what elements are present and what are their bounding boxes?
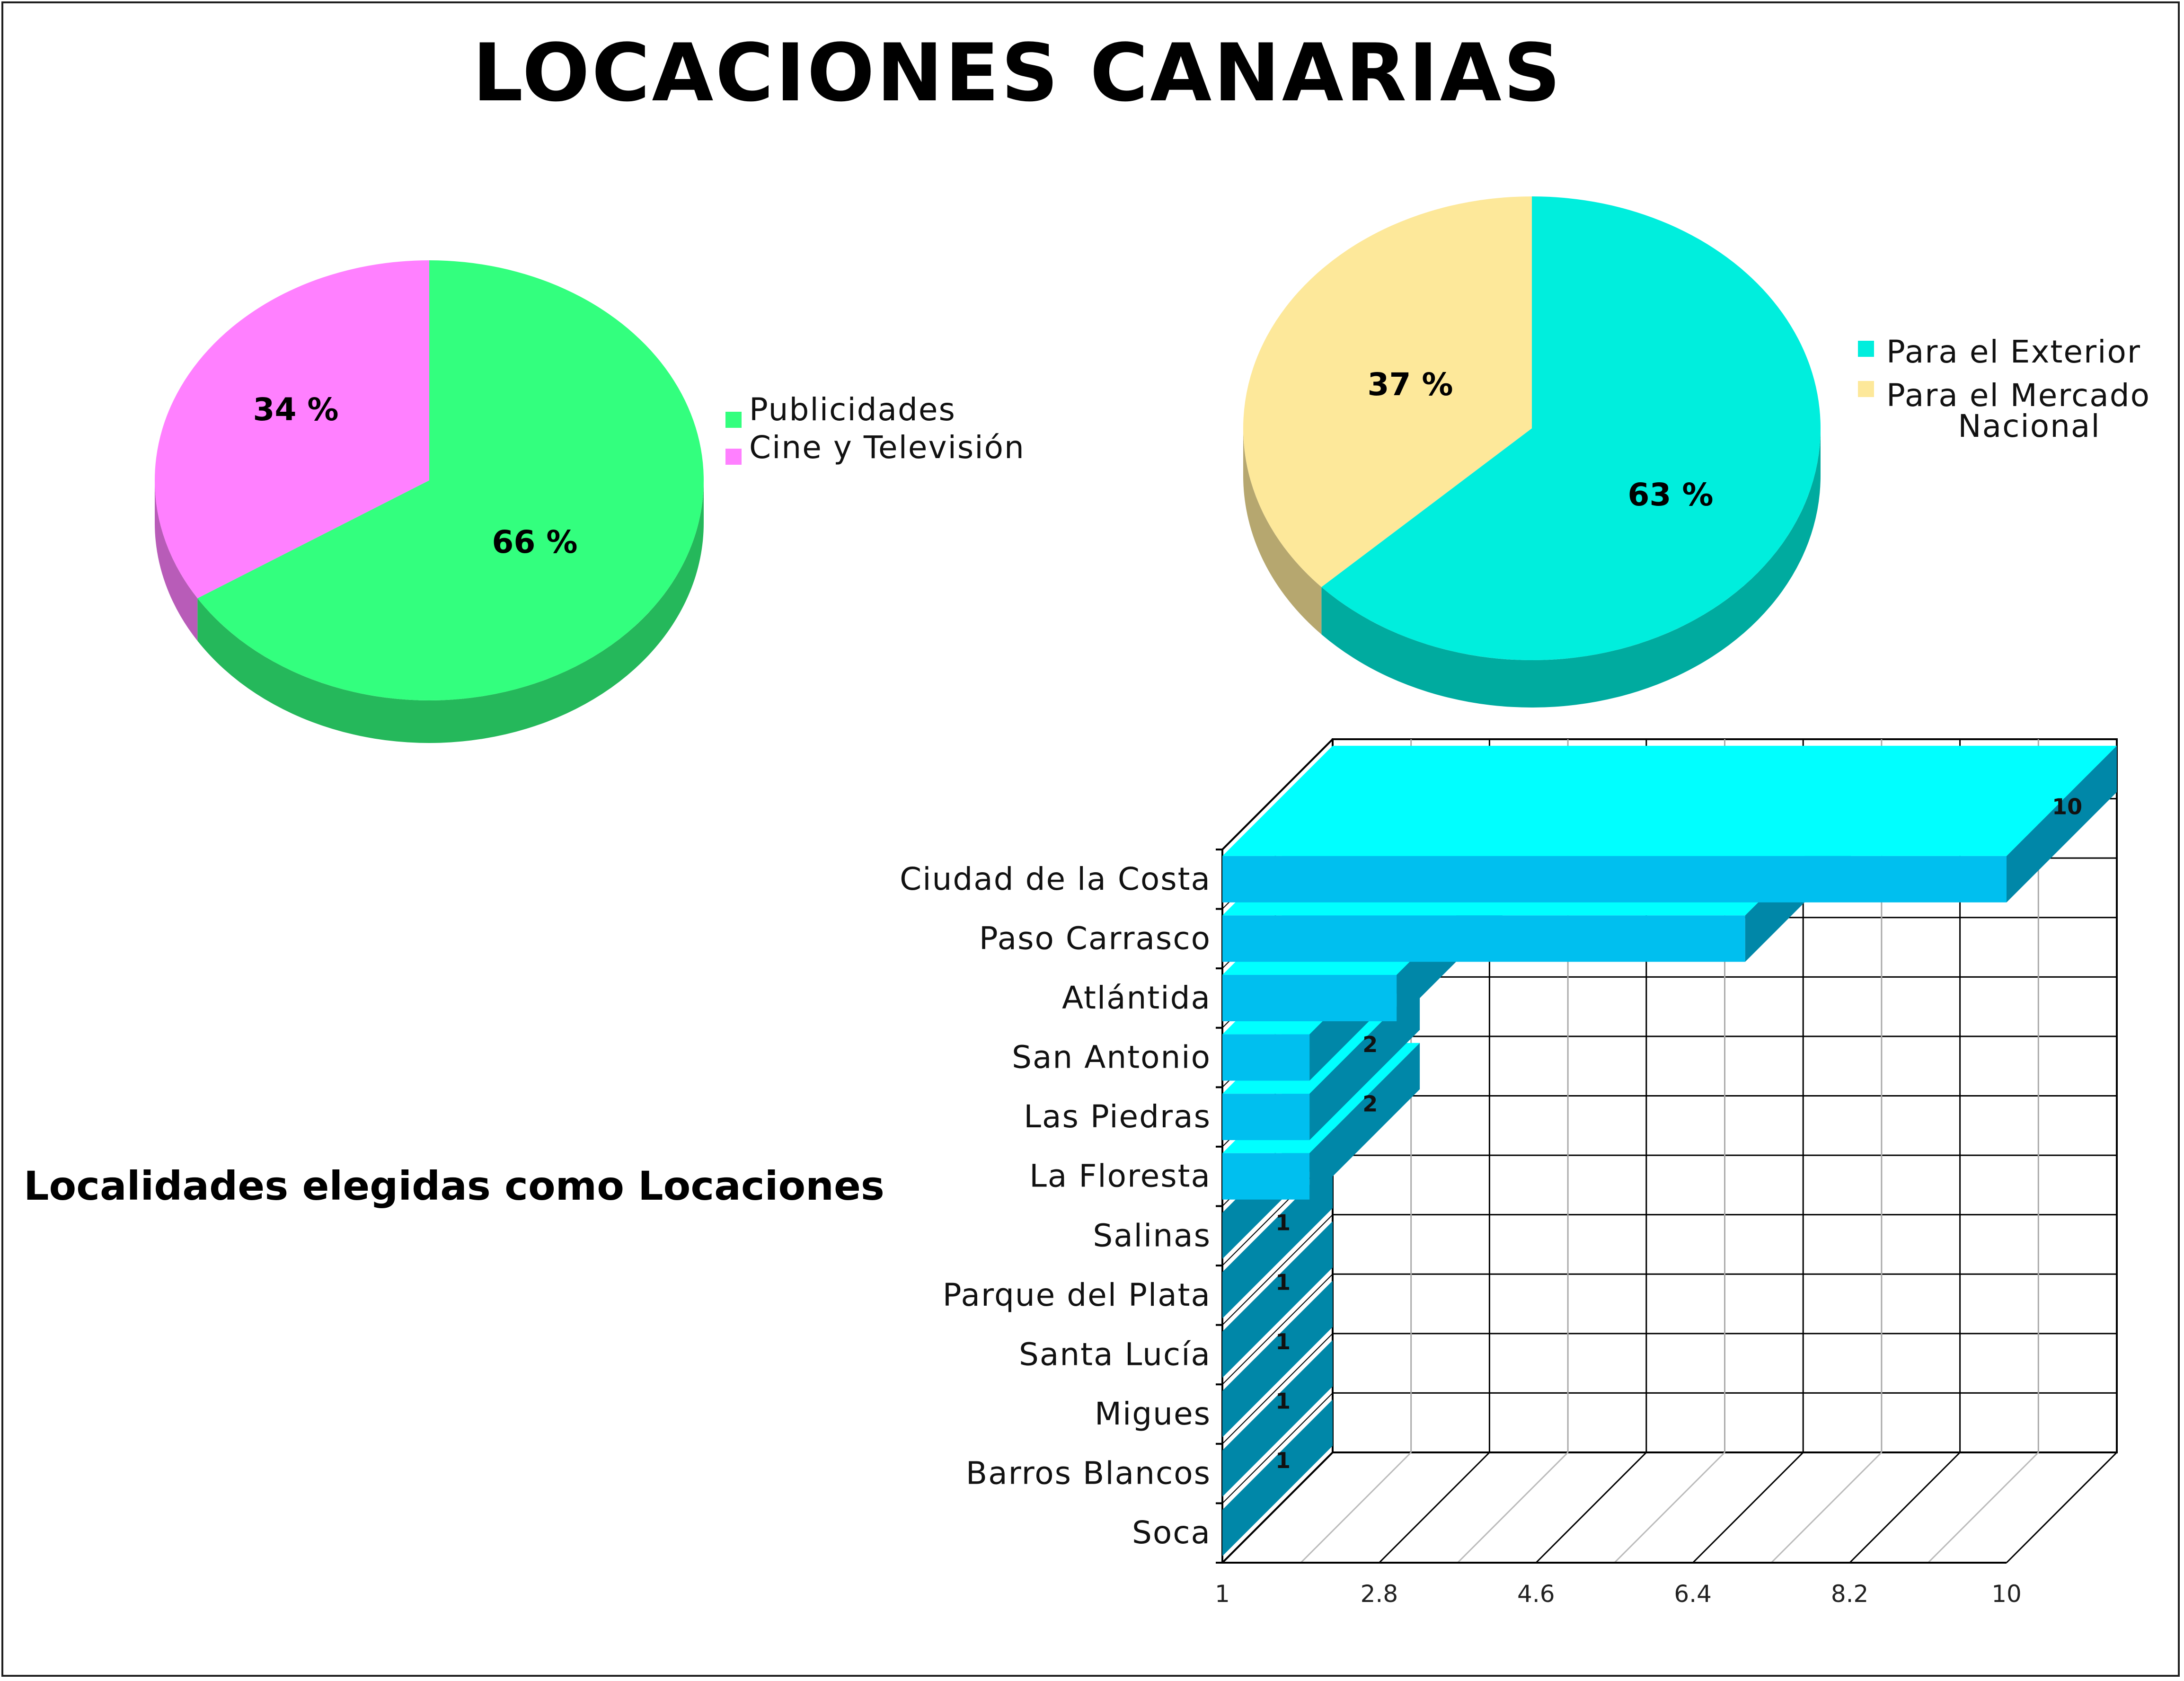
category-label: Las Piedras bbox=[1024, 1098, 1211, 1135]
pie-slice-2 bbox=[1243, 196, 1532, 587]
category-label: Parque del Plata bbox=[943, 1277, 1211, 1313]
floor-line bbox=[1379, 1451, 1490, 1564]
legend-label-2-line-2: Nacional bbox=[1958, 408, 2100, 444]
bar-value-label: 1 bbox=[1275, 1269, 1291, 1295]
bar-front bbox=[1222, 1153, 1310, 1200]
legend-swatch-2 bbox=[725, 449, 742, 465]
legend-swatch-1 bbox=[1858, 341, 1874, 357]
category-label: Salinas bbox=[1093, 1217, 1211, 1254]
legend-label-1: Para el Exterior bbox=[1886, 334, 2141, 370]
category-label: La Floresta bbox=[1029, 1158, 1211, 1194]
bar-9: 1 bbox=[1222, 1221, 1333, 1378]
bar-side bbox=[1222, 1281, 1333, 1438]
bar-1: 10 bbox=[1222, 745, 2117, 902]
pie-chart-2: 63 % 37 % Para el Exterior Para el MercadoN… bbox=[1243, 196, 2150, 708]
floor-line bbox=[1535, 1451, 1647, 1564]
bar-side bbox=[1222, 1340, 1333, 1497]
pie-value-label-2: 34 % bbox=[253, 391, 339, 428]
floor-line bbox=[1849, 1451, 1961, 1564]
pie-value-label-1: 63 % bbox=[1628, 477, 1714, 513]
legend-swatch-2 bbox=[1858, 381, 1874, 397]
bar-value-label: 1 bbox=[1275, 1448, 1291, 1473]
bar-front bbox=[1222, 1094, 1310, 1141]
category-label: Migues bbox=[1095, 1396, 1211, 1432]
side-wall-line bbox=[1222, 1214, 1333, 1326]
bar-11: 1 bbox=[1222, 1340, 1333, 1497]
x-tick-label: 1 bbox=[1215, 1580, 1230, 1608]
bar-side bbox=[1222, 1161, 1333, 1318]
pie-value-label-2: 37 % bbox=[1368, 366, 1453, 403]
legend-label-1: Publicidades bbox=[749, 391, 956, 428]
floor-line-minor bbox=[1770, 1451, 1882, 1564]
bar-12: 1 bbox=[1222, 1399, 1333, 1557]
category-label: Ciudad de la Costa bbox=[900, 861, 1211, 897]
x-tick-label: 8.2 bbox=[1831, 1580, 1869, 1608]
bar-value-label: 10 bbox=[2052, 794, 2082, 820]
floor-line bbox=[2006, 1451, 2118, 1564]
bar-value-label: 2 bbox=[1362, 1091, 1378, 1117]
bar-front bbox=[1222, 856, 2007, 902]
floor-line-minor bbox=[1300, 1451, 1412, 1564]
floor-line bbox=[1692, 1451, 1804, 1564]
x-tick-label: 2.8 bbox=[1361, 1580, 1398, 1608]
category-label: Atlántida bbox=[1062, 980, 1211, 1016]
pie-slice-1 bbox=[1321, 196, 1821, 660]
bar-top bbox=[1222, 745, 2117, 856]
bar-side bbox=[1309, 1043, 1420, 1200]
pie-side-2-1 bbox=[1243, 428, 1322, 635]
category-label: Soca bbox=[1132, 1514, 1211, 1551]
pie-side-1-1 bbox=[197, 480, 704, 743]
floor-line-minor bbox=[1928, 1451, 2039, 1564]
pie-slice-2 bbox=[155, 260, 429, 599]
bar-10: 1 bbox=[1222, 1281, 1333, 1438]
legend-label-2-line-1: Para el Mercado bbox=[1886, 377, 2150, 414]
bar-chart-title: Localidades elegidas como Locaciones bbox=[24, 1163, 884, 1209]
pie-side-2-1 bbox=[155, 480, 198, 641]
legend-swatch-1 bbox=[725, 412, 742, 428]
x-tick-label: 4.6 bbox=[1517, 1580, 1555, 1608]
pie-side-1-1 bbox=[1321, 428, 1821, 708]
pie-value-label-1: 66 % bbox=[492, 524, 578, 560]
bar-side bbox=[1222, 1221, 1333, 1378]
bar-8: 1 bbox=[1222, 1161, 1333, 1318]
bar-front bbox=[1222, 1034, 1310, 1081]
floor-line-minor bbox=[1457, 1451, 1569, 1564]
category-label: Paso Carrasco bbox=[979, 920, 1211, 956]
x-tick-label: 10 bbox=[1991, 1580, 2022, 1608]
side-wall-line bbox=[1222, 739, 1333, 850]
bar-value-label: 1 bbox=[1275, 1388, 1291, 1414]
category-label: San Antonio bbox=[1012, 1039, 1211, 1076]
side-wall-line bbox=[1222, 1333, 1333, 1444]
category-label: Barros Blancos bbox=[966, 1455, 1211, 1492]
bar-value-label: 1 bbox=[1275, 1329, 1291, 1354]
bar-side bbox=[1222, 1399, 1333, 1557]
side-wall-line bbox=[1222, 1452, 1333, 1563]
bar-side bbox=[1309, 983, 1420, 1141]
page-title: LOCACIONES CANARIAS bbox=[472, 27, 1562, 119]
bar-side bbox=[2007, 745, 2117, 902]
floor-line-minor bbox=[1614, 1451, 1725, 1564]
bar-front bbox=[1222, 974, 1397, 1021]
bar-value-label: 2 bbox=[1362, 1032, 1378, 1057]
category-label: Santa Lucía bbox=[1019, 1336, 1211, 1372]
legend-label-2: Cine y Televisión bbox=[749, 429, 1025, 466]
bar-front bbox=[1222, 915, 1745, 962]
pie-slice-1 bbox=[197, 260, 704, 700]
bar-value-label: 1 bbox=[1275, 1210, 1291, 1236]
side-wall-line bbox=[1222, 1392, 1333, 1504]
x-tick-label: 6.4 bbox=[1674, 1580, 1712, 1608]
side-wall-line bbox=[1222, 1274, 1333, 1385]
